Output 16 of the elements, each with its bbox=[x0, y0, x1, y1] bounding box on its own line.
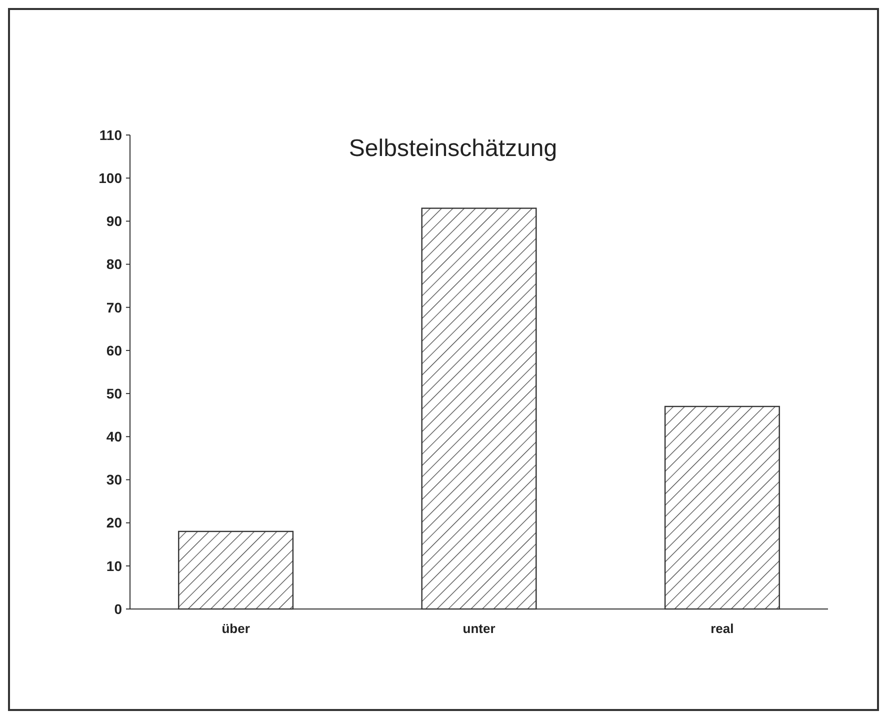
y-tick-label: 90 bbox=[106, 213, 122, 230]
y-tick-label: 80 bbox=[106, 256, 122, 272]
y-tick-label: 60 bbox=[106, 342, 122, 358]
x-tick-label: unter bbox=[462, 621, 496, 636]
y-tick-label: 10 bbox=[106, 558, 122, 574]
x-tick-label: real bbox=[710, 621, 734, 636]
y-tick-label: 40 bbox=[106, 428, 122, 445]
chart-title: Selbsteinschätzung bbox=[348, 135, 558, 162]
y-tick-label: 70 bbox=[106, 299, 122, 316]
y-tick-label: 20 bbox=[106, 514, 122, 531]
y-tick-label: 110 bbox=[99, 126, 122, 143]
x-tick-label: über bbox=[222, 621, 250, 636]
y-tick-label: 100 bbox=[98, 170, 122, 186]
y-tick-label: 50 bbox=[106, 385, 122, 402]
y-tick-label: 30 bbox=[106, 472, 122, 488]
y-tick-label: 0 bbox=[114, 600, 122, 617]
